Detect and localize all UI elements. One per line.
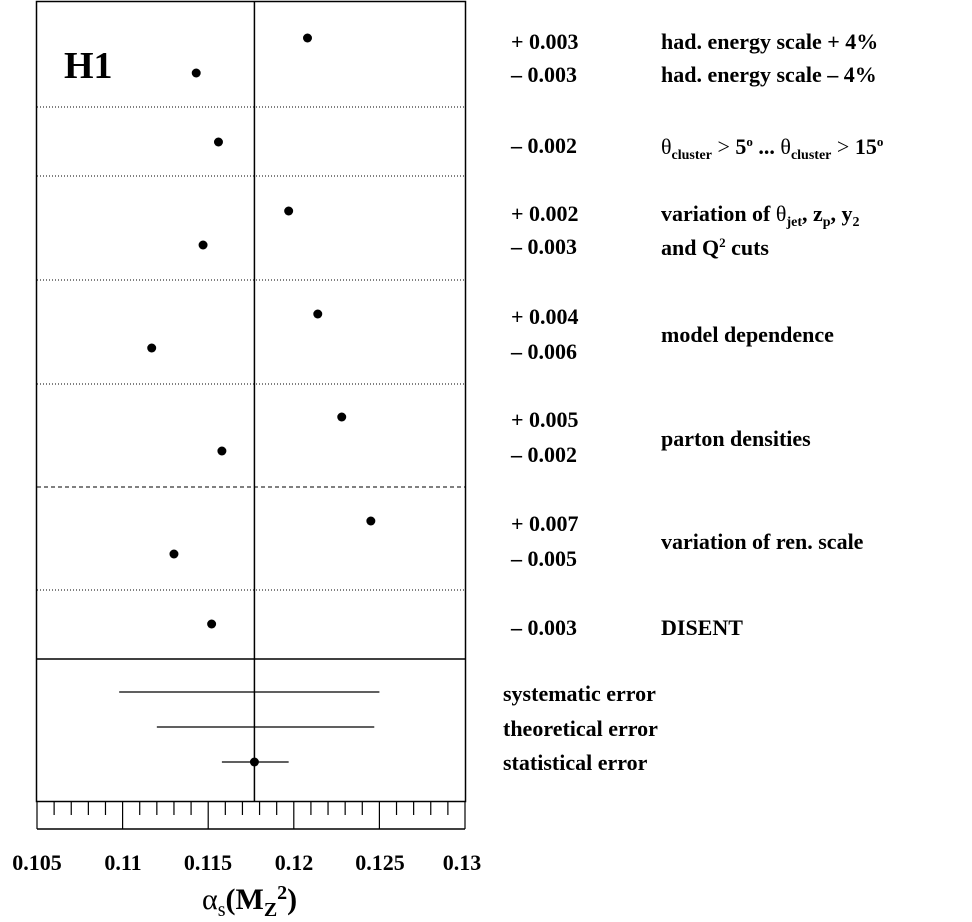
x-tick-label: 0.13 bbox=[442, 850, 482, 875]
x-tick-label: 0.11 bbox=[104, 850, 142, 875]
x-tick-label: 0.12 bbox=[274, 850, 314, 875]
source-label: DISENT bbox=[661, 615, 743, 640]
shift-value: – 0.005 bbox=[511, 546, 577, 571]
shift-value: – 0.006 bbox=[511, 339, 577, 364]
shift-value: + 0.003 bbox=[511, 29, 579, 54]
shift-value: + 0.002 bbox=[511, 201, 579, 226]
plot-frame bbox=[35, 0, 467, 803]
shift-value: – 0.003 bbox=[511, 234, 577, 259]
error-label: statistical error bbox=[503, 750, 648, 775]
variation-point bbox=[302, 33, 312, 43]
central-value-point bbox=[249, 757, 259, 767]
x-tick-label: 0.115 bbox=[183, 850, 233, 875]
shift-value: + 0.005 bbox=[511, 407, 579, 432]
source-label: had. energy scale + 4% bbox=[661, 29, 879, 54]
source-label: parton densities bbox=[661, 426, 811, 451]
variation-point bbox=[366, 516, 376, 526]
variation-point bbox=[284, 206, 294, 216]
source-label: θcluster > 5o ... θcluster > 15o bbox=[661, 134, 884, 163]
shift-value: – 0.003 bbox=[511, 615, 577, 640]
variation-point bbox=[313, 309, 323, 319]
source-label: and Q2 cuts bbox=[661, 235, 769, 260]
shift-value: + 0.004 bbox=[511, 304, 579, 329]
source-label: had. energy scale – 4% bbox=[661, 62, 877, 87]
source-label: variation of θjet, zp, y2 bbox=[661, 201, 860, 230]
x-axis-title: αs(MZ2) bbox=[202, 882, 298, 921]
shift-value: – 0.002 bbox=[511, 442, 577, 467]
shift-value: + 0.007 bbox=[511, 511, 579, 536]
variation-point bbox=[198, 240, 208, 250]
variation-point bbox=[191, 68, 201, 78]
source-label: model dependence bbox=[661, 322, 834, 347]
shift-value: – 0.002 bbox=[511, 133, 577, 158]
variation-point bbox=[217, 446, 227, 456]
source-label: variation of ren. scale bbox=[661, 529, 864, 554]
variation-point bbox=[337, 412, 347, 422]
x-tick-label: 0.105 bbox=[12, 850, 62, 875]
experiment-label: H1 bbox=[64, 45, 113, 87]
variation-point bbox=[207, 619, 217, 629]
x-tick-label: 0.125 bbox=[355, 850, 405, 875]
shift-value: – 0.003 bbox=[511, 62, 577, 87]
error-label: systematic error bbox=[503, 681, 656, 706]
variation-point bbox=[213, 137, 223, 147]
error-label: theoretical error bbox=[503, 716, 658, 741]
variation-point bbox=[147, 343, 157, 353]
variation-point bbox=[169, 549, 179, 559]
